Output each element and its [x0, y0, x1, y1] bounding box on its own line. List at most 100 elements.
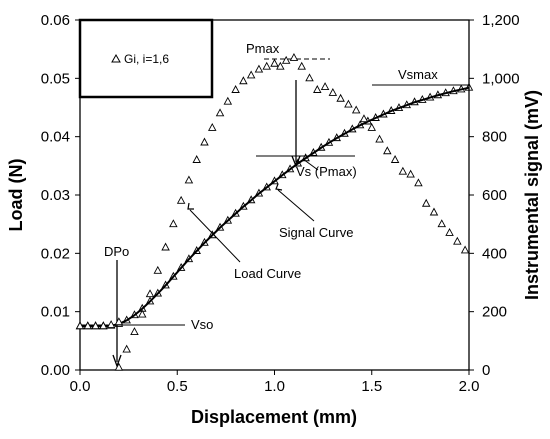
load-point [297, 61, 306, 70]
load-point [320, 82, 330, 91]
y-tick-label: 0.00 [41, 362, 70, 379]
load-point [114, 317, 124, 326]
load-point [161, 242, 170, 251]
load-point [114, 362, 124, 371]
load-point [83, 321, 93, 330]
load-point [153, 265, 163, 274]
load-point [192, 155, 201, 163]
signal-point [332, 133, 341, 142]
y-tick-label: 0.05 [41, 70, 70, 87]
y2-tick-label: 1,000 [482, 70, 520, 87]
x-axis-title: Displacement (mm) [191, 407, 357, 427]
load-point [145, 289, 155, 298]
load-point [445, 227, 454, 236]
signal-point [184, 254, 194, 263]
y-axis-title: Load (N) [6, 159, 26, 232]
load-point [176, 195, 186, 204]
load-point [281, 55, 291, 64]
annotation-signal-curve: Signal Curve [279, 225, 353, 240]
load-point [460, 245, 470, 254]
load-point [208, 122, 217, 131]
y2-axis-title: Instrumental signal (mV) [522, 90, 542, 300]
annotation-load-curve: Load Curve [234, 266, 301, 281]
load-point [390, 155, 400, 163]
annotation-vs-pmax: Vs (Pmax) [296, 164, 357, 179]
load-point [289, 52, 299, 61]
signal-point [309, 148, 318, 156]
signal-point [153, 288, 163, 297]
x-tick-label: 1.5 [361, 378, 382, 395]
signal-point [130, 310, 139, 319]
load-point [305, 73, 314, 82]
load-point [383, 146, 392, 155]
signal-point [208, 230, 217, 239]
load-point [137, 309, 147, 318]
signal-point [301, 153, 310, 162]
signal-point [402, 100, 412, 109]
load-point [254, 64, 264, 73]
annotation-dpo: DPo [104, 244, 129, 259]
x-axis-ticks: 0.0 0.5 1.0 1.5 2.0 [70, 370, 480, 395]
signal-point [348, 124, 357, 133]
load-point [262, 61, 271, 70]
y2-tick-label: 600 [482, 187, 507, 204]
signal-point [379, 109, 388, 118]
signal-point [456, 84, 466, 93]
signal-point [145, 296, 155, 305]
legend-marker [111, 53, 121, 63]
x-tick-label: 0.5 [167, 378, 188, 395]
load-point [328, 87, 338, 96]
signal-point [340, 128, 349, 137]
signal-point [161, 280, 170, 289]
load-point [367, 122, 377, 131]
load-point [122, 344, 131, 353]
signal-point [270, 176, 279, 185]
signal-point [425, 92, 435, 101]
load-point [99, 321, 108, 330]
signal-point [293, 158, 303, 167]
load-point [406, 169, 415, 178]
load-point [375, 134, 384, 143]
load-point [169, 219, 178, 228]
signal-curve-arrowhead [275, 183, 283, 191]
load-point [336, 93, 345, 102]
y-tick-label: 0.06 [41, 12, 70, 29]
x-tick-label: 2.0 [459, 378, 480, 395]
load-point [344, 99, 353, 108]
y-tick-label: 0.02 [41, 245, 70, 262]
signal-point [371, 113, 380, 121]
signal-point [215, 222, 225, 231]
x-tick-label: 0.0 [70, 378, 91, 395]
load-point [75, 321, 85, 330]
load-point [200, 137, 209, 146]
load-point [351, 105, 361, 114]
y2-axis-ticks: 0 200 400 600 800 1,000 1,200 [469, 12, 520, 379]
legend-label: Gi, i=1,6 [124, 52, 169, 66]
y2-tick-label: 800 [482, 129, 507, 146]
load-point [106, 320, 116, 329]
signal-point [200, 237, 209, 246]
y2-tick-label: 200 [482, 304, 507, 321]
dpo-arrowhead [112, 354, 122, 368]
signal-point [433, 90, 443, 99]
annotation-pmax: Pmax [246, 41, 280, 56]
load-point [223, 96, 233, 105]
signal-point [262, 182, 271, 191]
load-point [437, 219, 447, 228]
signal-point [223, 215, 233, 224]
signal-point [316, 142, 326, 151]
signal-point [355, 120, 365, 129]
signal-point [324, 137, 334, 146]
signal-point [239, 201, 248, 210]
signal-point [441, 88, 450, 97]
y-tick-label: 0.01 [41, 304, 70, 321]
load-point [130, 327, 139, 336]
signal-point [169, 271, 178, 280]
y-tick-label: 0.04 [41, 129, 70, 146]
load-point [246, 70, 256, 79]
signal-curve-leader [277, 189, 315, 222]
signal-point [394, 103, 404, 112]
y2-tick-label: 1,200 [482, 12, 520, 29]
load-point [231, 85, 240, 93]
